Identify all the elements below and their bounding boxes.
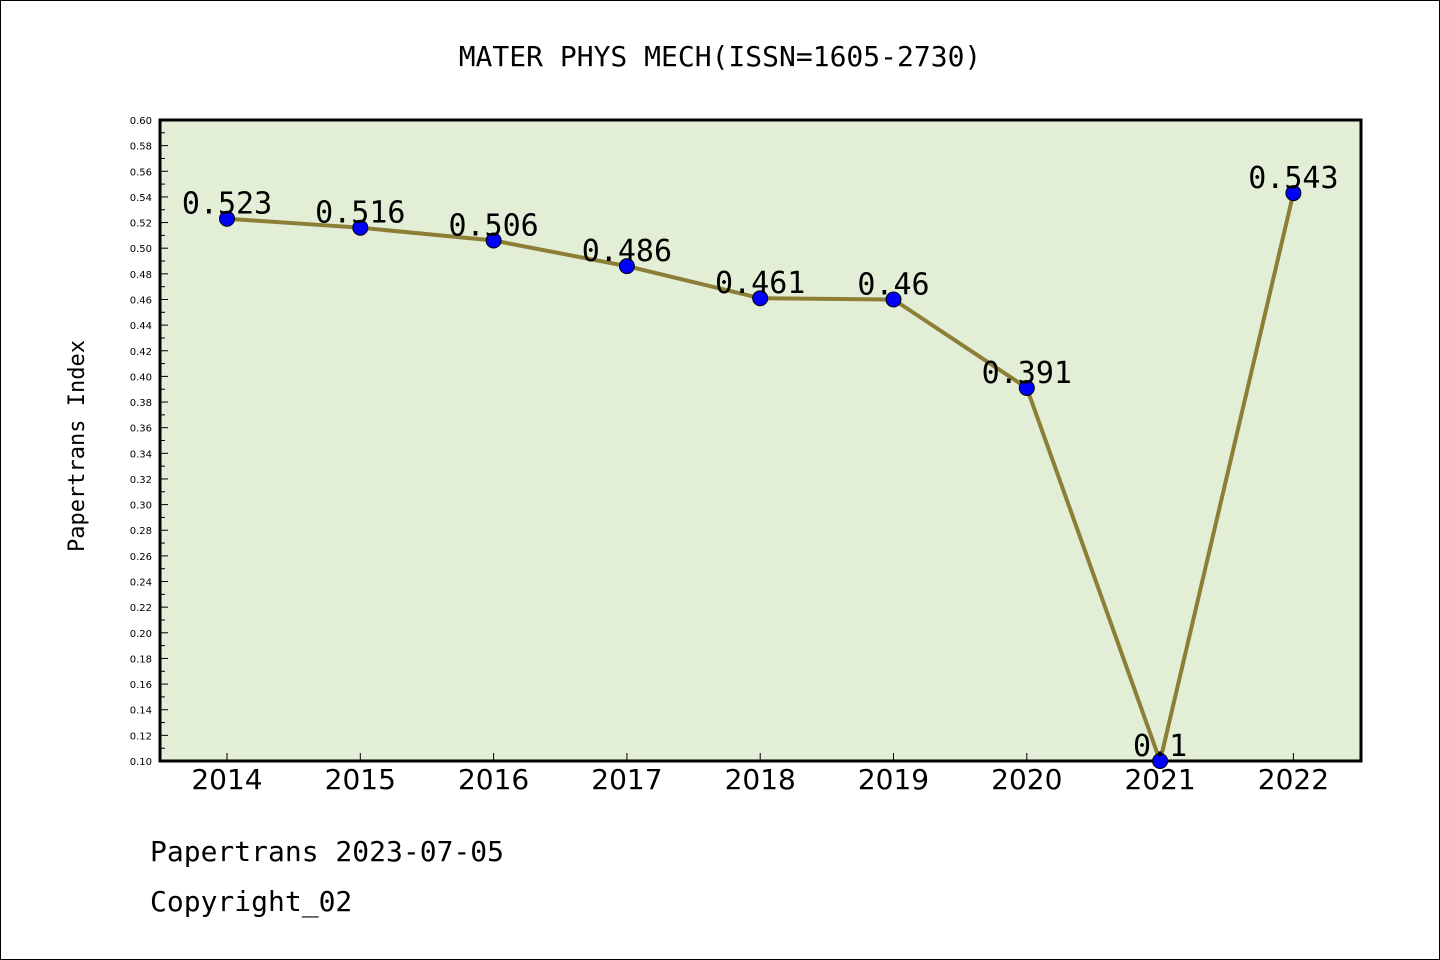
y-tick-label: 0.22 <box>130 603 152 614</box>
data-point <box>618 258 635 275</box>
y-tick-label: 0.56 <box>130 167 152 178</box>
data-point <box>485 232 502 249</box>
x-tick-label: 2020 <box>991 763 1062 796</box>
x-axis: 2014 2015 2016 2017 2018 2019 2020 2021 2022 <box>191 753 1329 796</box>
y-tick-label: 0.30 <box>130 501 152 512</box>
data-label: 0.523 <box>182 187 272 222</box>
x-tick-label: 2016 <box>458 763 529 796</box>
data-point <box>1152 753 1169 769</box>
x-tick-label: 2019 <box>858 763 929 796</box>
y-tick-label: 0.34 <box>130 449 152 460</box>
y-tick-label: 0.14 <box>130 706 152 717</box>
data-label: 0.1 <box>1133 729 1187 764</box>
y-axis-label: Papertrans Index <box>65 340 90 552</box>
y-tick-label: 0.26 <box>130 552 152 563</box>
y-tick-label: 0.12 <box>130 731 152 742</box>
data-label: 0.46 <box>857 267 929 302</box>
data-point <box>752 290 769 307</box>
y-tick-label: 0.42 <box>130 347 152 358</box>
y-tick-label: 0.44 <box>130 321 152 332</box>
y-tick-label: 0.38 <box>130 398 152 409</box>
y-tick-label: 0.54 <box>130 193 152 204</box>
data-point <box>352 219 369 236</box>
y-tick-label: 0.60 <box>130 116 152 127</box>
y-tick-label: 0.52 <box>130 219 152 230</box>
y-tick-label: 0.40 <box>130 372 152 383</box>
y-tick-label: 0.50 <box>130 244 152 255</box>
data-label: 0.461 <box>715 266 805 301</box>
y-tick-label: 0.16 <box>130 680 152 691</box>
footer-copyright: Copyright_02 <box>150 885 353 918</box>
y-tick-label: 0.10 <box>130 757 152 768</box>
x-tick-label: 2022 <box>1258 763 1329 796</box>
y-tick-label: 0.46 <box>130 295 152 306</box>
footer-date: Papertrans 2023-07-05 <box>150 835 505 868</box>
y-tick-label: 0.58 <box>130 142 152 153</box>
y-tick-label: 0.48 <box>130 270 152 281</box>
data-label: 0.486 <box>582 234 672 269</box>
x-tick-label: 2017 <box>591 763 662 796</box>
data-point <box>1285 185 1302 202</box>
data-label: 0.516 <box>315 196 405 231</box>
data-points <box>219 185 1302 769</box>
y-tick-label: 0.20 <box>130 629 152 640</box>
y-tick-label: 0.28 <box>130 526 152 537</box>
data-label: 0.506 <box>448 209 538 244</box>
x-tick-label: 2015 <box>325 763 396 796</box>
data-label: 0.543 <box>1248 161 1338 196</box>
y-tick-label: 0.18 <box>130 654 152 665</box>
chart-title: MATER PHYS MECH(ISSN=1605-2730) <box>459 40 982 73</box>
y-tick-label: 0.36 <box>130 424 152 435</box>
data-point <box>1018 379 1035 396</box>
x-tick-label: 2014 <box>191 763 262 796</box>
y-tick-label: 0.24 <box>130 578 152 589</box>
data-point <box>219 210 235 227</box>
y-tick-label: 0.32 <box>130 475 152 486</box>
data-labels: 0.523 0.516 0.506 0.486 0.461 0.46 0.391 0.1 0.5… <box>182 161 1339 764</box>
data-label: 0.391 <box>982 356 1072 391</box>
x-tick-label: 2018 <box>725 763 796 796</box>
data-point <box>885 291 902 308</box>
y-axis: 0.10 0.12 0.14 0.16 0.18 0.20 0.22 0.24 0.26 0.28… <box>130 116 168 768</box>
